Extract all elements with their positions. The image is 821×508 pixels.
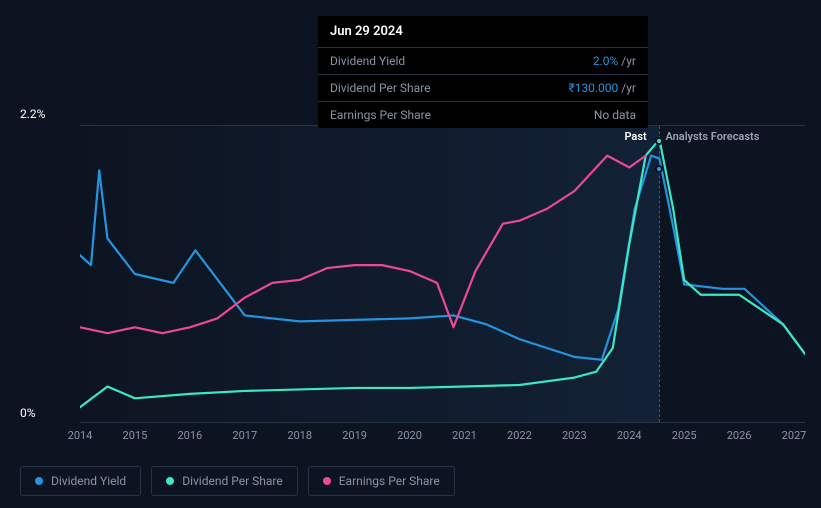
legend-item[interactable]: Dividend Per Share xyxy=(151,466,298,496)
chart-area: 2.2% 0% Past Analysts Forecasts 20142015… xyxy=(20,105,805,453)
legend-dot-icon xyxy=(35,477,43,485)
tooltip-row: Dividend Per Share₹130.000/yr xyxy=(318,74,648,101)
series-line xyxy=(80,139,805,413)
legend-dot-icon xyxy=(166,477,174,485)
x-axis-label: 2014 xyxy=(68,429,93,442)
tooltip-row-label: Dividend Per Share xyxy=(330,81,568,95)
chart-plot[interactable]: Past Analysts Forecasts 2014201520162017… xyxy=(80,125,805,423)
series-marker xyxy=(655,165,663,173)
x-axis-label: 2027 xyxy=(782,429,807,442)
chart-lines xyxy=(80,126,805,422)
x-axis-label: 2022 xyxy=(507,429,532,442)
y-axis-max-label: 2.2% xyxy=(20,107,45,121)
x-axis-label: 2019 xyxy=(342,429,367,442)
legend: Dividend Yield Dividend Per Share Earnings… xyxy=(20,466,455,496)
tooltip-row-label: Dividend Yield xyxy=(330,54,593,68)
tooltip-row-label: Earnings Per Share xyxy=(330,108,594,122)
x-axis-label: 2025 xyxy=(672,429,697,442)
legend-label: Dividend Per Share xyxy=(182,474,283,488)
legend-item[interactable]: Earnings Per Share xyxy=(308,466,455,496)
series-marker xyxy=(655,137,663,145)
legend-dot-icon xyxy=(323,477,331,485)
x-axis-label: 2021 xyxy=(452,429,477,442)
x-axis-label: 2017 xyxy=(232,429,257,442)
x-axis-label: 2024 xyxy=(617,429,642,442)
tooltip-row-unit: /yr xyxy=(621,54,636,68)
legend-label: Dividend Yield xyxy=(51,474,126,488)
series-line xyxy=(80,156,646,357)
tooltip-no-data: No data xyxy=(594,108,636,122)
y-axis-min-label: 0% xyxy=(20,406,36,420)
tooltip-row: Earnings Per ShareNo data xyxy=(318,101,648,128)
series-line xyxy=(80,156,805,360)
x-axis-label: 2023 xyxy=(562,429,587,442)
legend-item[interactable]: Dividend Yield xyxy=(20,466,141,496)
tooltip-row-unit: /yr xyxy=(621,81,636,95)
tooltip-row-value: 2.0% xyxy=(593,54,618,68)
chart-tooltip: Jun 29 2024 Dividend Yield2.0%/yrDividen… xyxy=(318,16,648,128)
x-axis-label: 2015 xyxy=(123,429,148,442)
x-axis-label: 2018 xyxy=(287,429,312,442)
x-axis-label: 2026 xyxy=(727,429,752,442)
tooltip-row-value: ₹130.000 xyxy=(568,81,618,95)
tooltip-row: Dividend Yield2.0%/yr xyxy=(318,47,648,74)
tooltip-date: Jun 29 2024 xyxy=(318,16,648,47)
legend-label: Earnings Per Share xyxy=(339,474,440,488)
x-axis-label: 2016 xyxy=(177,429,202,442)
x-axis-label: 2020 xyxy=(397,429,422,442)
